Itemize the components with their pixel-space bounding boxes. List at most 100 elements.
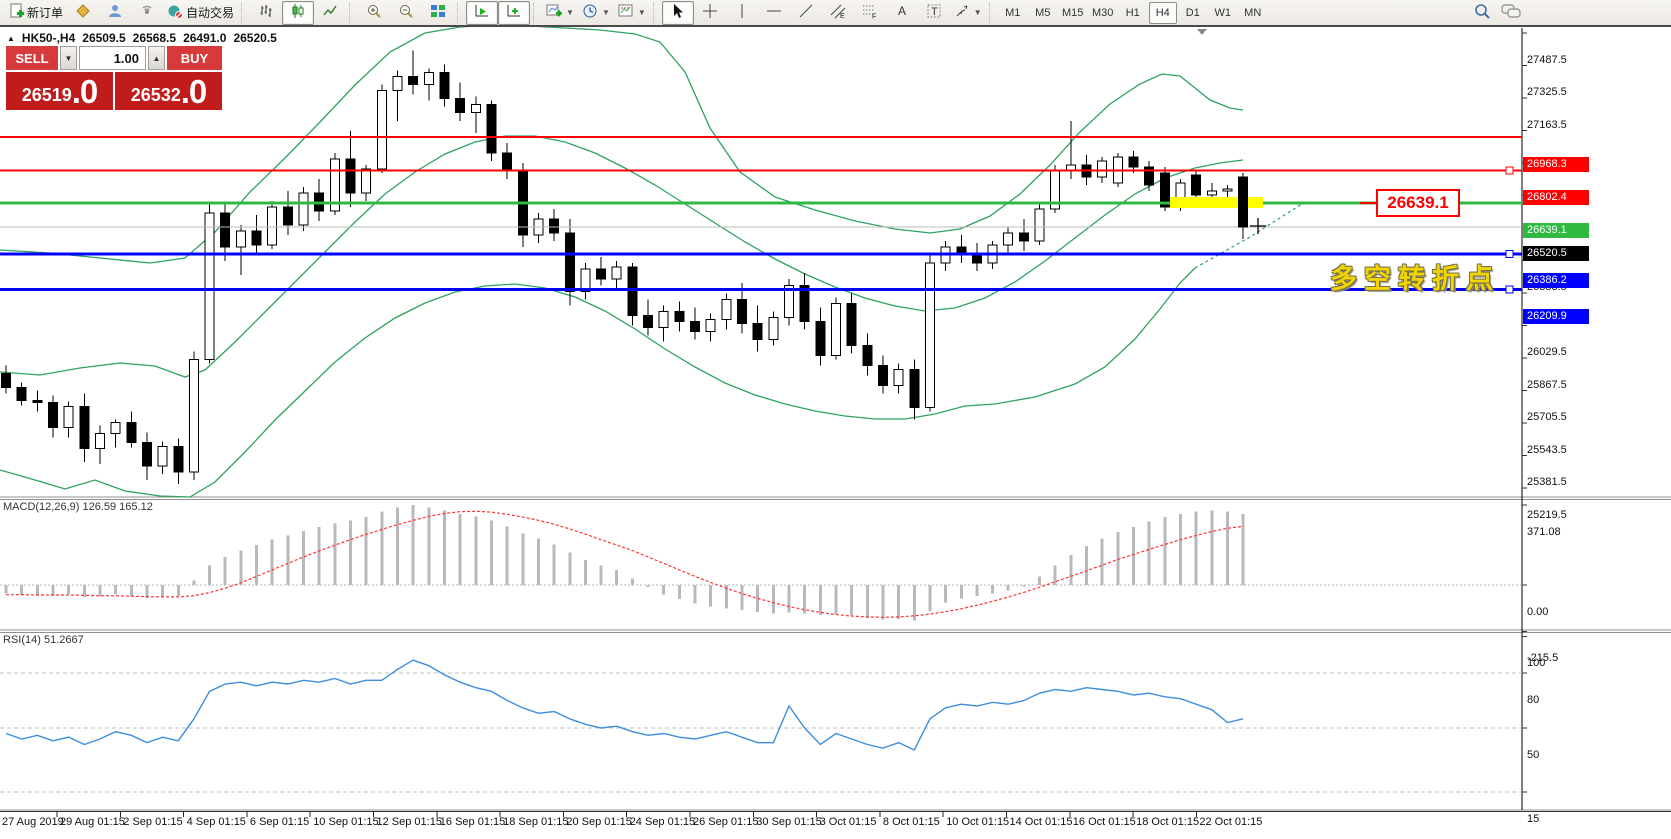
timeframe-button-mn[interactable]: MN xyxy=(1244,6,1262,19)
tile-windows-button[interactable] xyxy=(422,1,454,25)
macd-signal-line xyxy=(6,510,1244,618)
text-button[interactable]: A xyxy=(886,1,918,25)
date-axis-label: 10 Sep 01:15 xyxy=(313,816,379,828)
price-axis-label: 25867.5 xyxy=(1527,378,1567,391)
candlestick-chart-button[interactable] xyxy=(282,0,315,25)
date-axis-label: 20 Sep 01:15 xyxy=(566,816,632,828)
price-level-tag[interactable]: 26209.9 xyxy=(1523,308,1589,324)
svg-text:E: E xyxy=(840,13,845,19)
drag-price-marker[interactable] xyxy=(1250,218,1266,234)
channel-button[interactable]: E xyxy=(822,1,854,25)
sell-price[interactable]: 26519 .0 xyxy=(6,72,113,110)
new-chart-button[interactable]: ▼ xyxy=(542,1,578,25)
turning-point-text[interactable]: 多空转折点 xyxy=(1330,264,1500,294)
chart-canvas[interactable] xyxy=(0,27,1671,839)
timeframe-button-d1[interactable]: D1 xyxy=(1185,6,1200,19)
toolbar-separator xyxy=(349,2,355,23)
date-axis-label: 14 Oct 01:15 xyxy=(1009,816,1073,828)
yellow-highlight[interactable] xyxy=(1170,197,1263,208)
timeframe-button-m30[interactable]: M30 xyxy=(1092,6,1114,19)
price-axis-label: 27163.5 xyxy=(1527,118,1567,131)
toolbar-separator xyxy=(988,2,995,23)
chart-shift-marker-icon[interactable] xyxy=(1197,29,1207,35)
line-handle[interactable] xyxy=(1505,285,1514,294)
date-axis-label: 18 Sep 01:15 xyxy=(503,816,569,828)
horizontal-line-icon xyxy=(766,3,782,22)
auto-trading-button[interactable]: 自动交易 xyxy=(163,1,238,25)
price-callout-box[interactable]: 26639.1 xyxy=(1376,189,1460,217)
symbol-timeframe: HK50-,H4 xyxy=(21,31,76,45)
bar-chart-icon xyxy=(258,3,274,22)
horizontal-line-button[interactable] xyxy=(758,1,790,25)
fibonacci-button[interactable]: F xyxy=(854,1,886,25)
candlestick-chart-icon xyxy=(290,3,306,22)
macd-axis-label: -215.5 xyxy=(1527,652,1559,665)
new-order-button[interactable]: 新订单 xyxy=(4,1,67,25)
price-axis-label: 25381.5 xyxy=(1527,476,1567,489)
zoom-out-button[interactable] xyxy=(390,1,422,25)
toolbar-separator xyxy=(652,2,659,23)
sell-button[interactable]: SELL xyxy=(6,46,58,70)
horizontal-level-lines[interactable] xyxy=(0,136,1522,291)
chat-icon[interactable] xyxy=(1501,2,1521,23)
trendline-green xyxy=(1194,201,1306,269)
buy-button[interactable]: BUY xyxy=(167,46,222,70)
timeframe-button-w1[interactable]: W1 xyxy=(1214,6,1231,19)
rsi-axis-label: 100 xyxy=(1527,657,1546,670)
arrows-icon xyxy=(954,3,970,22)
date-axis-label: 2 Sep 01:15 xyxy=(123,816,183,828)
volume-increase-button[interactable]: ▲ xyxy=(148,46,165,70)
macd-axis-label: 0.00 xyxy=(1527,606,1549,618)
timeframe-button-m1[interactable]: M1 xyxy=(1005,6,1021,19)
price-axis-label: 27487.5 xyxy=(1527,54,1567,66)
zoom-in-button[interactable] xyxy=(358,1,390,25)
arrows-button[interactable]: ▼ xyxy=(950,1,986,25)
price-level-tag[interactable]: 26968.3 xyxy=(1523,156,1589,172)
volume-input[interactable]: 1.00 xyxy=(79,46,146,70)
bollinger-upper xyxy=(0,27,1244,264)
vertical-line-button[interactable] xyxy=(726,1,758,25)
date-axis-label: 26 Sep 01:15 xyxy=(693,816,759,828)
rsi-indicator xyxy=(0,659,1522,793)
svg-text:T: T xyxy=(931,6,938,18)
date-axis-label: 3 Oct 01:15 xyxy=(819,816,877,828)
template-button[interactable]: ▼ xyxy=(614,1,650,25)
text-a-icon: A xyxy=(894,3,910,22)
timeframe-button-h1[interactable]: H1 xyxy=(1125,6,1140,19)
date-axis-label: 8 Oct 01:15 xyxy=(882,816,940,828)
timeframe-button-h4[interactable]: H4 xyxy=(1148,1,1177,24)
search-icon[interactable] xyxy=(1473,2,1491,23)
market-watch-button[interactable] xyxy=(67,1,99,25)
line-chart-button[interactable] xyxy=(314,1,346,25)
price-axis-label: 25543.5 xyxy=(1527,443,1567,456)
toolbar-separator xyxy=(241,2,247,23)
new-order-icon xyxy=(8,3,24,22)
chart-shift-button[interactable] xyxy=(498,0,531,25)
line-handle[interactable] xyxy=(1505,166,1514,175)
trendline-button[interactable] xyxy=(790,1,822,25)
buy-price[interactable]: 26532 .0 xyxy=(115,72,222,110)
periods-button[interactable]: ▼ xyxy=(578,1,614,25)
bar-chart-button[interactable] xyxy=(250,1,282,25)
volume-decrease-button[interactable]: ▼ xyxy=(60,46,77,70)
accounts-button[interactable] xyxy=(99,1,131,25)
price-level-tag[interactable]: 26639.1 xyxy=(1523,222,1589,238)
price-level-tag[interactable]: 26520.5 xyxy=(1523,246,1589,262)
line-handle[interactable] xyxy=(1505,249,1514,258)
price-level-tag[interactable]: 26802.4 xyxy=(1523,189,1589,205)
profile-icon xyxy=(107,3,123,22)
channel-icon: E xyxy=(830,3,846,22)
date-axis-label: 24 Sep 01:15 xyxy=(629,816,696,828)
svg-text:F: F xyxy=(872,14,876,20)
price-level-tag[interactable]: 26386.2 xyxy=(1523,273,1589,289)
rsi-axis-label: 50 xyxy=(1527,749,1540,761)
timeframe-button-m5[interactable]: M5 xyxy=(1035,6,1051,19)
collapse-triangle-icon[interactable]: ▲ xyxy=(7,33,15,43)
signals-button[interactable] xyxy=(131,1,163,25)
cursor-button[interactable] xyxy=(661,0,694,25)
ohlc-high: 26568.5 xyxy=(132,31,177,45)
auto-scroll-button[interactable] xyxy=(466,0,499,25)
crosshair-button[interactable] xyxy=(694,1,726,25)
timeframe-button-m15[interactable]: M15 xyxy=(1062,6,1084,19)
text-label-button[interactable]: T xyxy=(918,1,950,25)
